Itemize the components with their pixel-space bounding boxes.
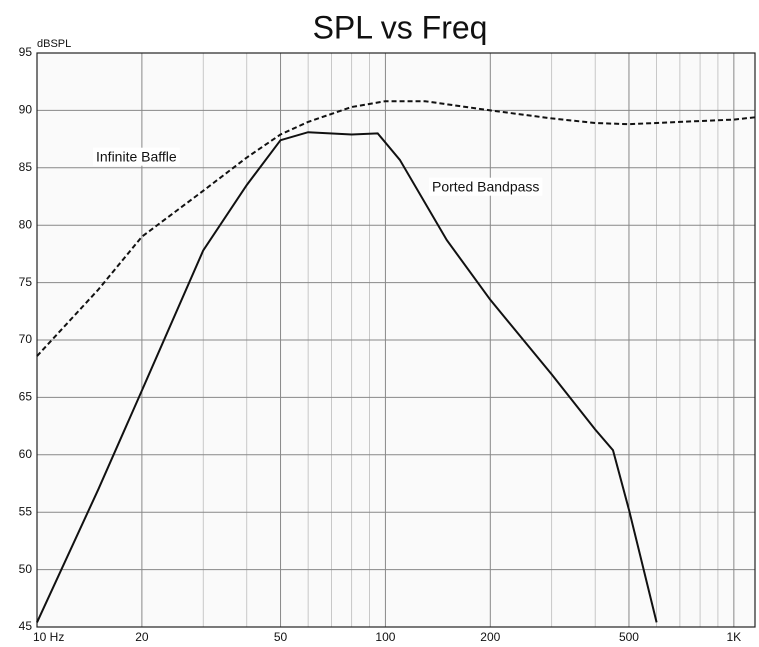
y-tick-label: 55: [19, 504, 33, 518]
y-tick-label: 65: [19, 390, 33, 404]
plot-border: [36, 52, 756, 628]
y-tick-label: 95: [19, 45, 33, 59]
x-tick-label: 50: [274, 630, 288, 644]
y-tick-label: 50: [19, 562, 33, 576]
x-tick-label: 100: [375, 630, 395, 644]
series-line: [36, 100, 756, 357]
y-axis-label: dBSPL: [37, 38, 71, 50]
series-label-bg: [429, 177, 543, 196]
series-label: Ported Bandpass: [432, 179, 539, 195]
series-label: Infinite Baffle: [96, 149, 177, 165]
x-tick-label: 500: [619, 630, 639, 644]
y-tick-label: 90: [19, 103, 33, 117]
y-tick-label: 70: [19, 332, 33, 346]
y-tick-label: 45: [19, 619, 33, 633]
y-tick-label: 85: [19, 160, 33, 174]
y-tick-label: 75: [19, 275, 33, 289]
x-tick-label: 10 Hz: [33, 630, 64, 644]
series-line: [36, 131, 658, 623]
x-tick-label: 200: [480, 630, 500, 644]
y-tick-label: 80: [19, 217, 33, 231]
x-tick-label: 20: [135, 630, 149, 644]
x-tick-label: 1K: [727, 630, 742, 644]
series-label-bg: [93, 147, 180, 166]
y-tick-label: 60: [19, 447, 33, 461]
chart-title: SPL vs Freq: [313, 9, 488, 45]
